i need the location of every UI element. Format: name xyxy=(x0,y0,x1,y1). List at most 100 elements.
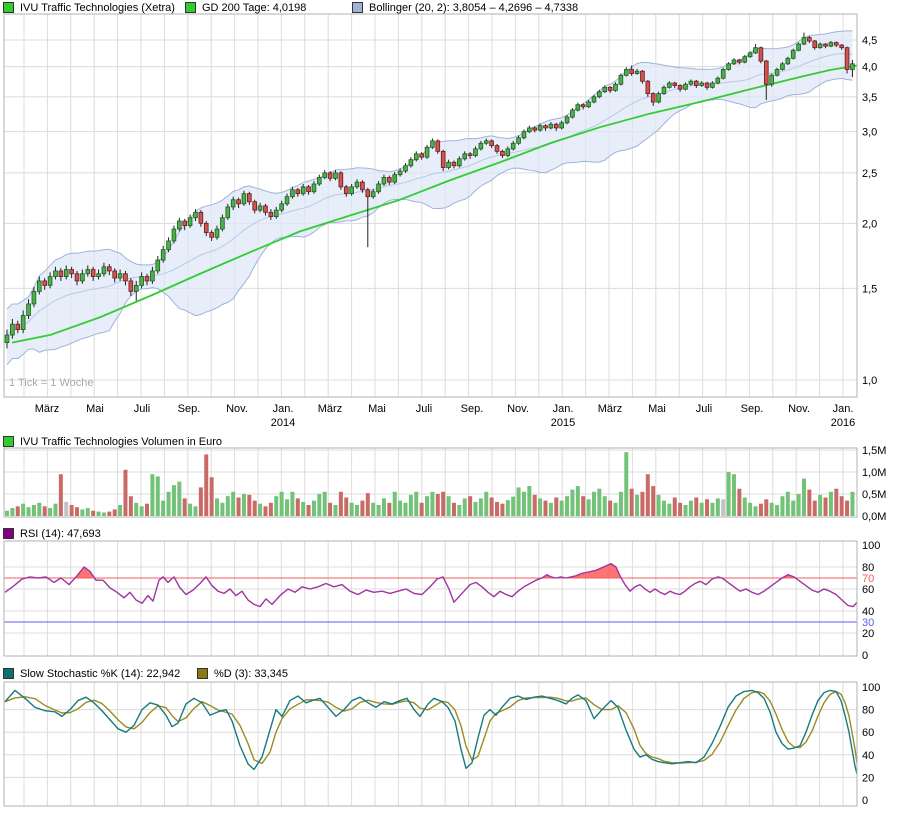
price-axis-label: 1,5 xyxy=(862,283,877,295)
legend-stoch-k: Slow Stochastic %K (14): 22,942 xyxy=(3,668,180,680)
volume-bar xyxy=(484,491,489,516)
candle-body xyxy=(548,123,554,129)
volume-bar xyxy=(845,500,850,516)
volume-bar xyxy=(721,499,726,516)
volume-bar xyxy=(306,505,311,516)
volume-bar xyxy=(252,500,257,516)
candle-body xyxy=(737,59,742,63)
candle-body xyxy=(69,269,74,275)
volume-bar xyxy=(21,503,26,516)
volume-bar xyxy=(371,502,376,516)
candle-body xyxy=(564,116,570,124)
volume-bar xyxy=(570,489,575,516)
volume-bar xyxy=(694,497,699,516)
volume-bar xyxy=(376,505,381,516)
volume-bar xyxy=(344,497,349,516)
volume-bar xyxy=(635,494,640,516)
candle-body xyxy=(597,91,602,98)
candle-body xyxy=(133,284,139,292)
candle-body xyxy=(47,276,53,286)
x-axis-month-label: Jan. xyxy=(273,403,294,415)
candle-body xyxy=(446,161,451,168)
volume-bar xyxy=(758,503,763,516)
volume-bar xyxy=(155,476,160,516)
volume-bar xyxy=(511,496,516,516)
candle-body xyxy=(537,125,543,131)
volume-bar xyxy=(182,498,187,516)
candle-body xyxy=(263,205,268,213)
volume-bar xyxy=(171,485,176,516)
volume-bar xyxy=(812,500,817,516)
volume-bar xyxy=(236,497,241,516)
volume-bar xyxy=(31,505,36,516)
candle-body xyxy=(451,161,457,167)
volume-bar xyxy=(521,491,526,516)
volume-bar xyxy=(263,506,268,516)
volume-bar xyxy=(602,496,607,516)
volume-bar xyxy=(365,493,370,516)
candle-body xyxy=(667,82,672,88)
volume-bar xyxy=(311,500,316,516)
candle-body xyxy=(74,273,80,282)
candle-body xyxy=(559,122,564,129)
candle-body xyxy=(230,199,236,208)
volume-bar xyxy=(796,494,801,516)
candle-body xyxy=(365,189,371,198)
candle-body xyxy=(290,189,295,198)
volume-bar xyxy=(204,454,209,516)
candle-body xyxy=(300,186,306,195)
volume-bar xyxy=(780,496,785,516)
candle-body xyxy=(322,172,328,178)
candle-body xyxy=(4,334,10,343)
candle-body xyxy=(747,52,753,58)
volume-bar xyxy=(290,491,295,516)
rsi-overbought-fill xyxy=(782,574,796,578)
candle-body xyxy=(193,211,198,219)
price-axis-label: 4,5 xyxy=(862,35,877,47)
candle-body xyxy=(580,104,586,108)
candle-body xyxy=(575,104,581,111)
candle-body xyxy=(139,276,144,286)
volume-axis-label: 1,0M xyxy=(862,467,886,479)
candle-body xyxy=(440,150,446,168)
volume-bar xyxy=(317,494,322,516)
candle-body xyxy=(774,69,780,76)
candle-body xyxy=(494,145,500,152)
candle-body xyxy=(586,101,591,108)
candle-body xyxy=(112,270,118,279)
stoch-d-label: %D (3): 33,345 xyxy=(214,667,288,680)
x-axis-month-label: Nov. xyxy=(507,403,529,415)
candle-body xyxy=(833,42,839,46)
volume-bar xyxy=(672,497,677,516)
x-axis-month-label: Nov. xyxy=(226,403,248,415)
candle-body xyxy=(107,266,112,272)
volume-bar xyxy=(624,452,629,516)
volume-bar xyxy=(834,488,839,516)
volume-bar xyxy=(5,510,9,516)
candle-body xyxy=(758,47,764,62)
x-axis-month-label: Jan. xyxy=(833,403,854,415)
volume-bar xyxy=(748,502,753,516)
candle-body xyxy=(236,199,241,205)
candle-body xyxy=(780,63,785,70)
volume-bar xyxy=(731,474,736,516)
volume-bar xyxy=(656,494,661,516)
volume-bar xyxy=(807,489,812,516)
stochastic-axis-label: 80 xyxy=(862,705,874,717)
volume-bar xyxy=(123,469,128,516)
candle-body xyxy=(769,74,774,85)
volume-bar xyxy=(96,511,101,516)
candle-body xyxy=(387,177,392,183)
rsi-swatch-icon xyxy=(3,528,14,539)
candle-body xyxy=(171,228,177,242)
price-axis-label: 2,0 xyxy=(862,218,877,230)
volume-bar xyxy=(268,502,273,516)
volume-bar xyxy=(737,488,742,516)
candle-body xyxy=(532,127,538,131)
stoch-d-swatch-icon xyxy=(197,668,208,679)
volume-bar xyxy=(42,506,47,516)
candle-body xyxy=(166,240,171,251)
candle-body xyxy=(203,222,209,233)
stochastic-axis-label: 60 xyxy=(862,727,874,739)
